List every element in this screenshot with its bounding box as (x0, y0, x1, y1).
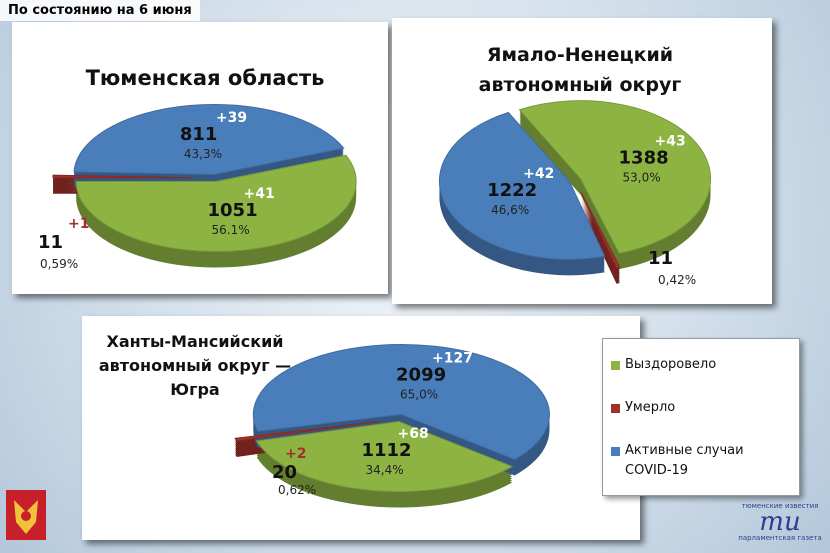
logo-top: тюменские известия (741, 502, 819, 510)
count-label: 1051 (208, 200, 258, 221)
count-label: 811 (180, 124, 218, 145)
header-title: По состоянию на 6 июня (0, 0, 200, 21)
delta-label: +41 (244, 186, 275, 202)
legend-swatch (611, 447, 620, 456)
delta-label: +127 (432, 350, 473, 366)
slice (73, 103, 345, 175)
count-label: 1112 (361, 440, 411, 461)
slice (234, 420, 379, 442)
slice (518, 100, 711, 254)
count-label: 1222 (487, 180, 537, 201)
legend-swatch (611, 361, 620, 370)
legend-label: Умерло (625, 400, 676, 415)
legend-label: Выздоровело (625, 357, 717, 372)
slice (252, 344, 550, 461)
delta-label: +42 (523, 166, 554, 182)
delta-label: +2 (285, 446, 306, 462)
chart-title: Тюменская область (85, 66, 325, 90)
delta-label: +1 (68, 216, 89, 232)
legend-swatch (611, 404, 620, 413)
value-label: 46,6% (491, 203, 529, 217)
coat-of-arms (6, 490, 46, 540)
slice (580, 192, 621, 269)
slice (438, 111, 606, 260)
logo-bottom: парламентская газета (738, 534, 822, 542)
delta-label: +43 (655, 134, 686, 150)
value-label: 0,42% (658, 273, 696, 287)
slice (52, 174, 194, 179)
count-label: 11 (38, 232, 63, 253)
value-label: 43,3% (184, 147, 222, 161)
slice (255, 421, 514, 493)
logo: тюменские известия тu парламентская газе… (735, 502, 825, 542)
value-label: 56.1% (212, 223, 250, 237)
count-label: 2099 (396, 364, 446, 385)
value-label: 65,0% (400, 387, 438, 401)
legend-label: Активные случаи COVID-19 (625, 443, 744, 478)
chart-title: Ямало-Ненецкий автономный округ (478, 44, 682, 96)
value-label: 34,4% (365, 463, 403, 477)
delta-label: +39 (216, 110, 247, 126)
logo-mark: тu (759, 507, 801, 537)
count-label: 11 (648, 248, 673, 269)
delta-label: +68 (397, 426, 428, 442)
value-label: 53,0% (623, 171, 661, 185)
slice (75, 154, 357, 253)
chart-title: Ханты-Мансийский автономный округ — Югра (98, 332, 292, 399)
legend: Выздоровело Умерло Активные случаи COVID-1… (602, 338, 800, 496)
count-label: 20 (272, 462, 297, 483)
count-label: 1388 (619, 148, 669, 169)
value-label: 0,59% (40, 257, 78, 271)
value-label: 0,62% (278, 483, 316, 497)
